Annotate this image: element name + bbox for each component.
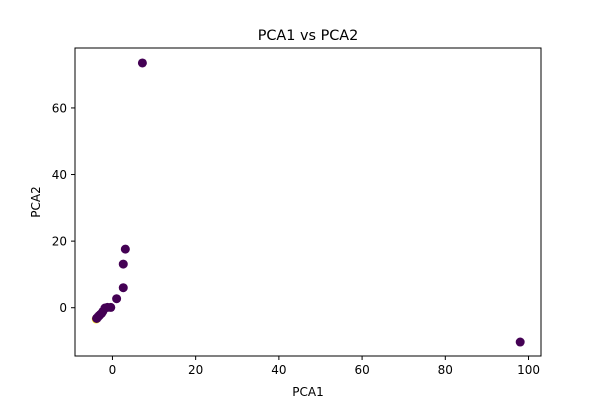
y-ticks: 0 20 40 60 xyxy=(52,101,75,315)
scatter-point-1 xyxy=(137,58,147,68)
points-layer xyxy=(91,58,525,347)
x-tick-label-4: 80 xyxy=(438,363,453,377)
scatter-point-4 xyxy=(118,259,128,269)
x-tick-label-0: 0 xyxy=(109,363,117,377)
y-tick-label-0: 0 xyxy=(59,301,67,315)
x-tick-label-1: 20 xyxy=(188,363,203,377)
x-ticks: 0 20 40 60 80 100 xyxy=(109,356,540,377)
y-tick-label-1: 20 xyxy=(52,235,67,249)
scatter-point-2 xyxy=(515,337,525,347)
plot-area xyxy=(75,48,541,356)
x-tick-label-5: 100 xyxy=(517,363,540,377)
y-tick-label-3: 60 xyxy=(52,101,67,115)
scatter-point-overlay-17 xyxy=(92,313,102,323)
scatter-point-6 xyxy=(112,294,122,304)
scatter-point-3 xyxy=(120,244,130,254)
y-axis-label: PCA2 xyxy=(29,186,43,217)
y-tick-label-2: 40 xyxy=(52,168,67,182)
x-tick-label-3: 60 xyxy=(354,363,369,377)
x-tick-label-2: 40 xyxy=(271,363,286,377)
scatter-point-5 xyxy=(118,283,128,293)
axes-frame xyxy=(74,47,542,357)
chart-title: PCA1 vs PCA2 xyxy=(258,28,359,44)
x-axis-label: PCA1 xyxy=(292,385,323,399)
